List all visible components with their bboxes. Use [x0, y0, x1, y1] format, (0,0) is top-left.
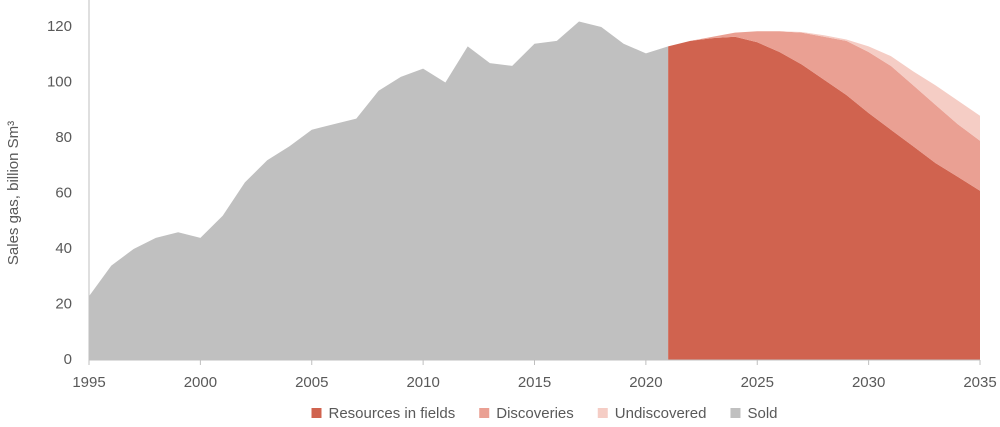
x-tick-label: 2015	[518, 374, 551, 391]
x-tick-label: 2025	[741, 374, 774, 391]
legend-swatch	[730, 408, 741, 418]
area	[89, 21, 669, 360]
legend-label: Sold	[747, 405, 777, 422]
x-tick-label: 1995	[72, 374, 105, 391]
y-tick-label: 20	[55, 295, 72, 312]
x-tick-label: 2010	[406, 374, 439, 391]
x-tick-label: 2035	[963, 374, 996, 391]
legend-swatch	[311, 408, 322, 418]
legend-label: Undiscovered	[615, 405, 707, 422]
y-axis-label: Sales gas, billion Sm³	[5, 121, 22, 265]
y-tick-label: 60	[55, 184, 72, 201]
y-tick-label: 40	[55, 240, 72, 257]
y-tick-label: 120	[47, 18, 72, 35]
legend-label: Resources in fields	[329, 405, 456, 422]
y-tick-label: 80	[55, 129, 72, 146]
y-tick-label: 0	[64, 351, 72, 368]
legend-swatch	[479, 408, 490, 418]
y-tick-label: 100	[47, 73, 72, 90]
x-tick-label: 2000	[184, 374, 217, 391]
legend: Resources in fields Discoveries Undiscover…	[311, 405, 778, 422]
x-tick-label: 2020	[629, 374, 662, 391]
area	[668, 31, 980, 141]
x-tick-label: 2030	[852, 374, 885, 391]
legend-label: Discoveries	[496, 405, 574, 422]
area	[668, 31, 980, 191]
area	[668, 36, 980, 360]
legend-swatch	[597, 408, 608, 418]
x-tick-label: 2005	[295, 374, 328, 391]
